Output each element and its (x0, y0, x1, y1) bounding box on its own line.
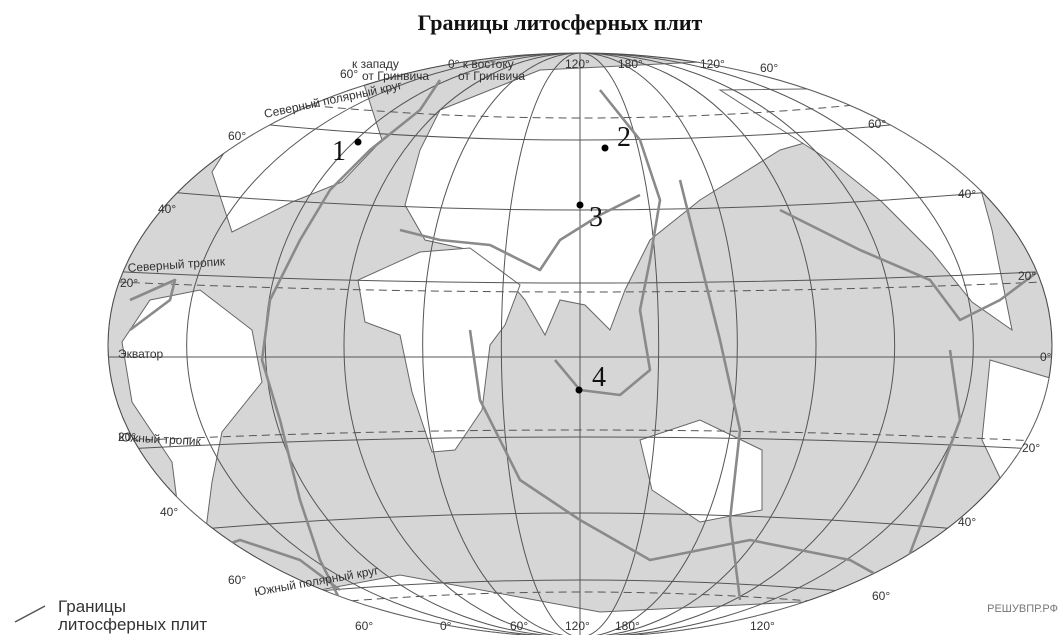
point-label: 4 (592, 362, 606, 393)
dashed-parallel (108, 429, 1052, 444)
map-label: 40° (958, 515, 976, 529)
map-label: от Гринвича (362, 69, 429, 83)
parallel (108, 436, 1052, 452)
map-label: 60° (760, 61, 778, 75)
title: Границы литосферных плит (418, 10, 703, 35)
map-label: Северный тропик (127, 254, 226, 275)
plate-boundary (129, 278, 177, 332)
map-label: 60° (868, 117, 886, 131)
map-label: 0° (440, 619, 452, 633)
map-label: 20° (1022, 441, 1040, 455)
map-label: 120° (700, 57, 725, 71)
meridian (500, 53, 660, 637)
point-label: 2 (617, 122, 631, 153)
map-label: 120° (750, 619, 775, 633)
dashed-parallel (108, 279, 1052, 293)
map-label: от Гринвича (458, 69, 525, 83)
plate-boundary (779, 208, 1041, 322)
legend-text: Границы (58, 597, 126, 616)
meridian (186, 53, 974, 637)
map-label: 180° (615, 619, 640, 633)
map-label: 120° (565, 619, 590, 633)
meridian (264, 53, 896, 637)
map-label: 60° (355, 619, 373, 633)
map-label: 20° (120, 276, 138, 290)
map-label: 60° (872, 589, 890, 603)
map-label: 20° (1018, 269, 1036, 283)
parallel (108, 183, 1052, 211)
map-label: 0° (1040, 350, 1052, 364)
meridian (343, 53, 817, 637)
plate-boundary (399, 193, 641, 272)
point-label: 3 (589, 202, 603, 233)
watermark: РЕШУВПР.РФ (987, 603, 1058, 615)
map-label: 20° (118, 430, 136, 444)
point-marker (354, 138, 362, 146)
parallel (108, 512, 1052, 542)
point-marker (575, 386, 583, 394)
parallel (108, 269, 1052, 284)
map-body (108, 53, 1052, 637)
map-label: Южный тропик (118, 430, 202, 448)
plate-boundary (898, 349, 962, 581)
point-marker (601, 144, 609, 152)
map-label: 40° (958, 187, 976, 201)
plate-boundary (554, 89, 662, 397)
map-label: 180° (618, 57, 643, 71)
map-label: 60° (340, 67, 358, 81)
map-label: 60° (510, 619, 528, 633)
map-label: 60° (228, 573, 246, 587)
plate-boundary (260, 79, 442, 601)
map-label: 60° (228, 129, 246, 143)
map-label: 120° (565, 57, 590, 71)
map-label: Экватор (118, 347, 164, 361)
point-marker (576, 201, 584, 209)
legend-text: литосферных плит (58, 615, 207, 634)
legend-line (14, 605, 46, 623)
plate-boundaries (129, 79, 1041, 612)
plate-boundary (678, 179, 742, 601)
map-label: к западу (352, 57, 399, 71)
plate-boundary (468, 329, 941, 612)
map-label: 40° (160, 505, 178, 519)
point-label: 1 (332, 136, 346, 167)
meridian (422, 53, 738, 637)
map-label: 0° к востоку (448, 57, 514, 71)
map-label: 40° (158, 202, 176, 216)
